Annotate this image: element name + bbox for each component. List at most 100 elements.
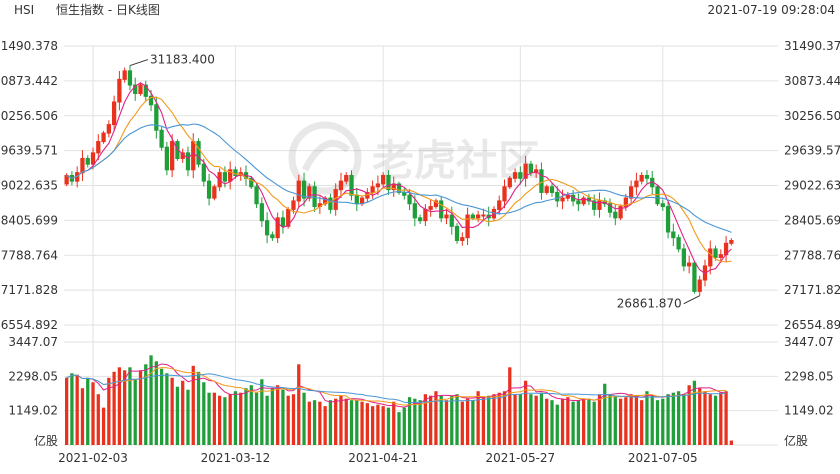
volume-bar: [613, 395, 617, 445]
volume-bar: [360, 401, 364, 445]
volume-bar: [217, 395, 222, 445]
volume-bar: [239, 392, 243, 445]
volume-bar: [165, 373, 169, 445]
candle-body: [111, 101, 117, 126]
candle-body: [85, 158, 90, 165]
price-tick-label: 26554.892: [784, 318, 840, 332]
price-tick-label: 31490.378: [0, 39, 58, 53]
volume-tick-label: 3447.07: [8, 335, 58, 349]
volume-bar: [123, 370, 127, 445]
volume-bar: [429, 395, 433, 445]
candle-body: [576, 200, 581, 205]
annotations: 31183.400 26861.870: [129, 53, 700, 311]
candle-body: [718, 254, 723, 258]
candle-body: [344, 174, 349, 182]
volume-bar: [202, 382, 206, 445]
candle-body: [512, 172, 518, 179]
volume-bar: [302, 392, 306, 445]
volume-bar: [128, 367, 132, 445]
volume-bar: [101, 407, 106, 445]
volume-bar: [328, 400, 333, 445]
candle-body: [433, 200, 439, 208]
date-tick-label: 2021-05-27: [485, 451, 555, 465]
volume-bar: [244, 388, 248, 445]
volume-tick-label: 3447.07: [784, 335, 834, 349]
volume-bar: [297, 364, 301, 445]
candle-body: [212, 186, 217, 199]
candle-body: [259, 203, 264, 222]
volume-bar: [291, 394, 296, 445]
volume-bar: [444, 400, 449, 445]
candle-body: [628, 186, 634, 199]
volume-ma-lines: [66, 363, 727, 408]
candle-body: [396, 183, 402, 193]
volume-bar: [286, 395, 290, 445]
candle-body: [423, 208, 428, 222]
volume-bar: [133, 379, 137, 445]
volume-bar: [687, 385, 691, 445]
price-tick-label: 28405.699: [784, 213, 840, 227]
watermark-text: 老虎社区: [372, 136, 540, 185]
volume-tick-label: 1149.02: [784, 404, 834, 418]
volume-bar: [624, 397, 628, 445]
volume-bar: [307, 401, 311, 445]
volume-unit-label: 亿股: [784, 433, 808, 448]
max-annotation-leader: [129, 59, 149, 67]
volume-bar: [666, 394, 670, 445]
volume-bar: [560, 398, 565, 445]
candle-body: [312, 186, 317, 208]
candle-body: [655, 186, 660, 205]
volume-axis: 3447.07 3447.07 2298.05 2298.05 1149.02 1149.…: [8, 335, 833, 448]
volume-bar: [587, 398, 591, 445]
candle-body: [581, 197, 586, 205]
candle-body: [170, 141, 175, 171]
volume-bar: [502, 391, 507, 445]
ma-lines: [66, 82, 732, 274]
max-annotation-label: 31183.400: [150, 53, 215, 67]
candle-body: [681, 248, 687, 267]
candle-body: [164, 146, 170, 171]
price-tick-label: 30873.442: [784, 74, 840, 88]
date-tick-label: 2021-07-05: [628, 451, 698, 465]
volume-bar: [719, 392, 723, 445]
price-tick-label: 29022.635: [0, 179, 58, 193]
price-tick-label: 27788.764: [0, 248, 58, 262]
volume-bar: [281, 389, 285, 445]
candle-body: [370, 186, 375, 193]
candle-body: [708, 248, 713, 267]
candle-body: [185, 152, 191, 171]
volume-bar: [154, 361, 158, 445]
ma20-line: [66, 123, 732, 233]
volume-bar: [397, 412, 401, 445]
volume-bar: [618, 398, 623, 445]
candle-body: [676, 237, 681, 250]
volume-bar: [260, 379, 264, 445]
volume-bar: [170, 377, 174, 445]
candle-body: [249, 177, 254, 188]
min-annotation-leader: [683, 295, 700, 305]
volume-bar: [344, 398, 348, 445]
price-tick-label: 26554.892: [0, 318, 58, 332]
volume-bar: [539, 392, 544, 445]
volume-bar: [323, 406, 327, 445]
candle-body: [555, 191, 560, 202]
ma5-line: [66, 82, 732, 274]
volume-bar: [318, 401, 322, 445]
volume-bar: [265, 395, 269, 445]
candle-body: [507, 177, 512, 188]
volume-bar: [228, 394, 232, 445]
price-tick-label: 27171.828: [784, 283, 840, 297]
volume-bar: [392, 401, 396, 445]
volume-bar: [112, 371, 116, 445]
candle-body: [122, 70, 127, 80]
candle-body: [101, 132, 106, 143]
volume-bar: [223, 397, 227, 445]
candle-body: [549, 186, 555, 193]
chart-title: 恒生指数 - 日K线图: [56, 2, 160, 17]
symbol-label: HSI: [14, 3, 34, 17]
date-tick-label: 2021-03-12: [201, 451, 271, 465]
candle-body: [544, 186, 549, 193]
volume-tick-label: 2298.05: [784, 369, 834, 383]
candle-body: [692, 262, 697, 292]
